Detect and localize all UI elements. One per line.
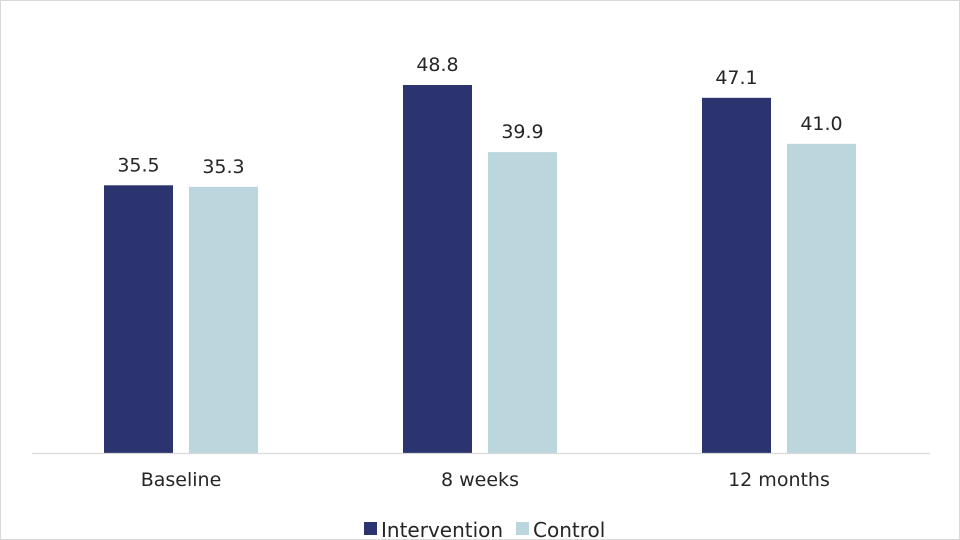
bar-control-0 — [189, 186, 258, 453]
legend-label-control: Control — [533, 518, 605, 540]
data-label-control-0: 35.3 — [202, 156, 244, 178]
data-label-control-2: 41.0 — [800, 113, 842, 135]
x-tick-label-0: Baseline — [141, 469, 222, 491]
data-label-intervention-2: 47.1 — [715, 67, 757, 89]
legend-swatch-intervention — [364, 522, 377, 535]
data-label-control-1: 39.9 — [501, 121, 543, 143]
bar-intervention-0 — [104, 185, 173, 453]
x-tick-label-1: 8 weeks — [441, 469, 519, 491]
legend-label-intervention: Intervention — [381, 518, 503, 540]
bar-control-1 — [488, 152, 557, 454]
bar-intervention-2 — [702, 97, 771, 453]
bar-intervention-1 — [403, 85, 472, 453]
bar-control-2 — [787, 143, 856, 453]
x-tick-label-2: 12 months — [728, 469, 830, 491]
legend-swatch-control — [516, 522, 529, 535]
data-label-intervention-1: 48.8 — [416, 54, 458, 76]
data-label-intervention-0: 35.5 — [117, 154, 159, 176]
